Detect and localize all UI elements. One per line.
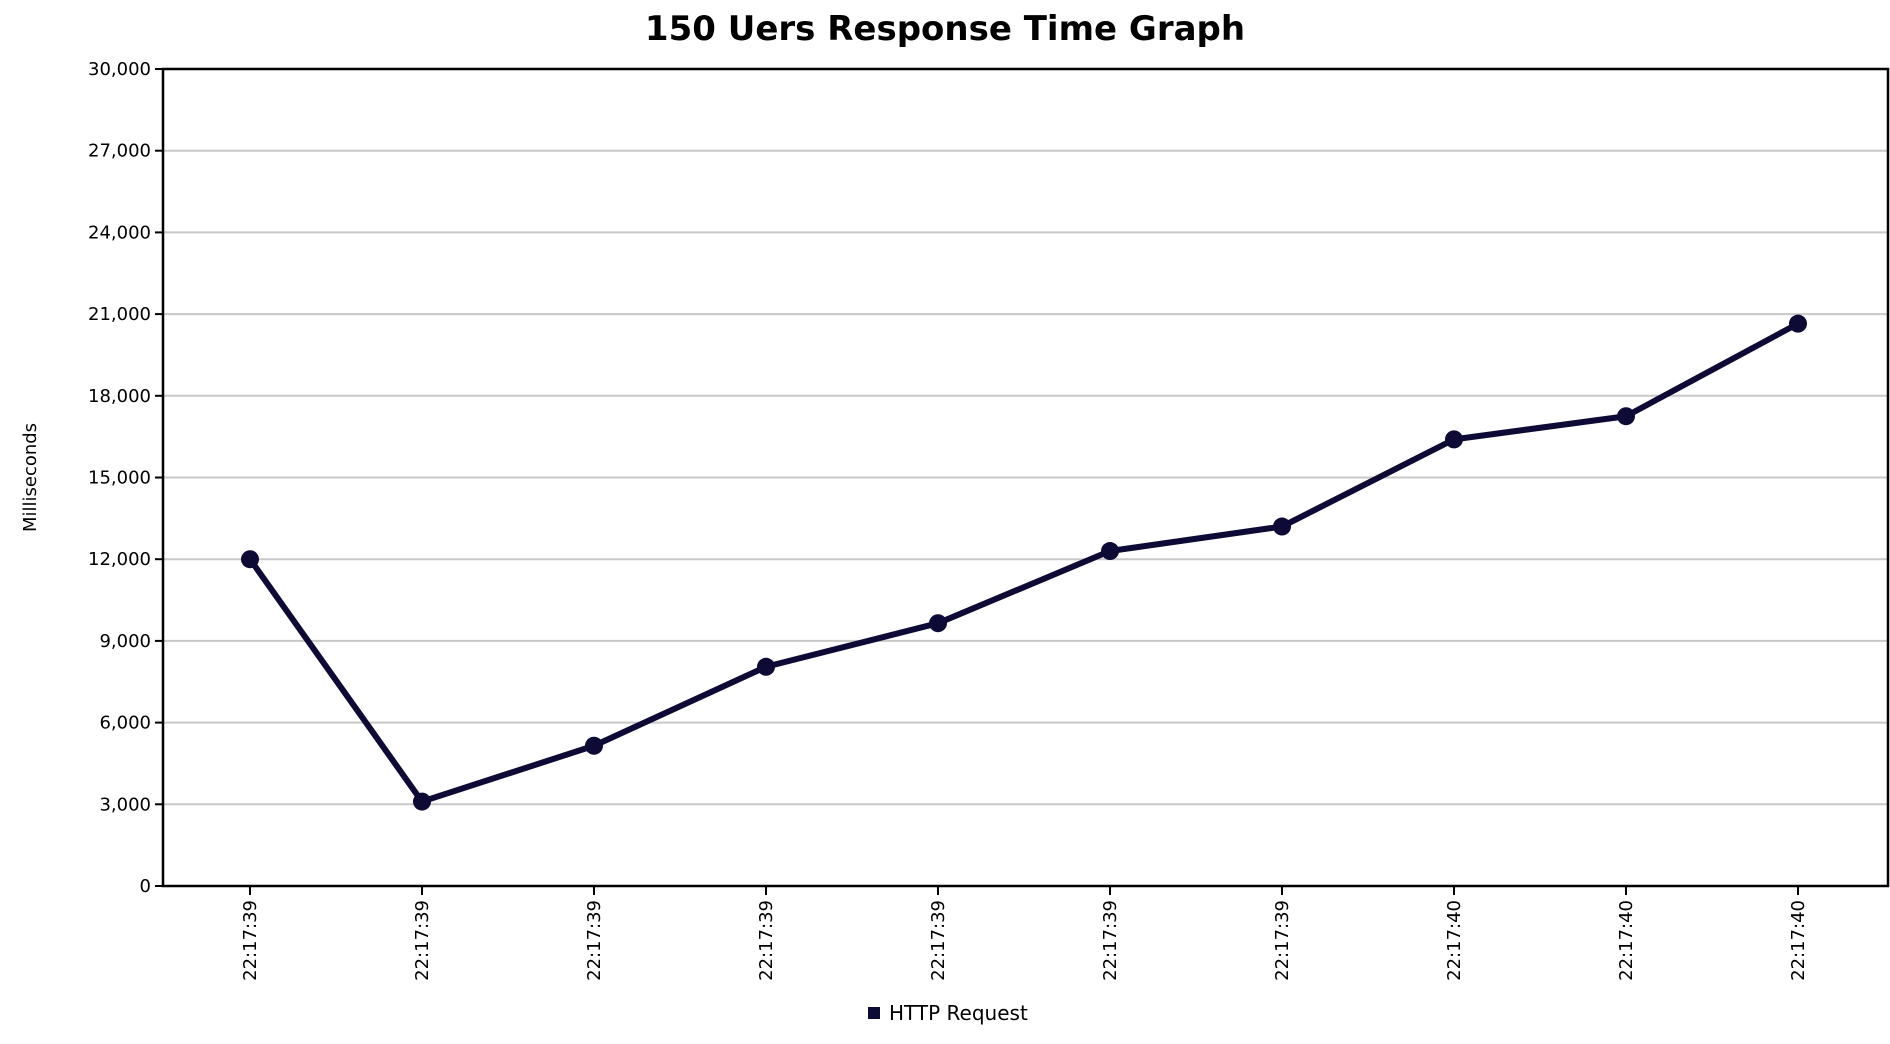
x-tick-label: 22:17:39 [1100, 900, 1121, 981]
y-tick-label: 9,000 [99, 631, 151, 652]
data-point [1273, 517, 1291, 536]
data-point [1617, 407, 1635, 426]
series-layer [241, 314, 1807, 811]
chart-title: 150 Uers Response Time Graph [645, 9, 1245, 49]
x-tick-label: 22:17:39 [1272, 900, 1293, 981]
legend-swatch [868, 1007, 880, 1019]
y-tick-label: 21,000 [88, 304, 151, 325]
y-tick-label: 18,000 [88, 386, 151, 407]
x-tick-label: 22:17:39 [584, 900, 605, 981]
y-tick-label: 30,000 [88, 59, 151, 80]
y-tick-label: 15,000 [88, 468, 151, 489]
y-tick-labels: 0 3,000 6,000 9,000 12,000 15,000 18,000 21,000… [88, 59, 163, 897]
y-tick-label: 27,000 [88, 141, 151, 162]
data-point [241, 550, 259, 569]
data-point [413, 792, 431, 811]
series-line [247, 320, 1801, 805]
data-point [757, 657, 775, 676]
x-tick-label: 22:17:39 [240, 900, 261, 981]
x-tick-label: 22:17:40 [1788, 900, 1809, 981]
x-tick-label: 22:17:40 [1444, 900, 1465, 981]
grid-lines [163, 149, 1888, 806]
y-tick-label: 0 [140, 876, 151, 897]
data-point [585, 736, 603, 755]
x-tick-labels: 22:17:39 22:17:39 22:17:39 22:17:39 22:17:39… [240, 886, 1809, 981]
data-point [1101, 542, 1119, 561]
y-axis-label: Milliseconds [20, 423, 41, 532]
y-tick-label: 12,000 [88, 549, 151, 570]
data-point [1789, 314, 1807, 333]
data-point [929, 614, 947, 633]
legend-label: HTTP Request [889, 1001, 1028, 1025]
data-point [1445, 430, 1463, 449]
x-tick-label: 22:17:39 [928, 900, 949, 981]
x-tick-label: 22:17:39 [412, 900, 433, 981]
legend: HTTP Request [868, 1001, 1028, 1025]
y-tick-label: 24,000 [88, 222, 151, 243]
x-tick-label: 22:17:39 [756, 900, 777, 981]
y-tick-label: 3,000 [99, 794, 151, 815]
y-tick-label: 6,000 [99, 713, 151, 734]
x-tick-label: 22:17:40 [1616, 900, 1637, 981]
